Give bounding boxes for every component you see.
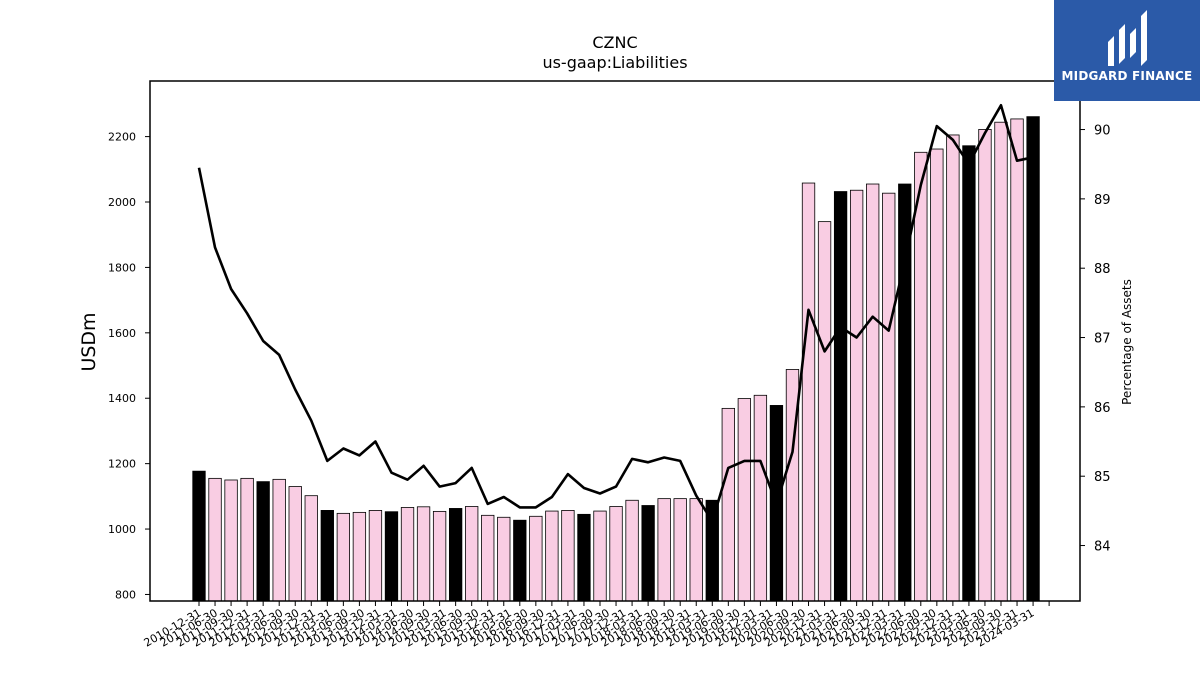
bar — [336, 512, 351, 602]
bar — [914, 151, 928, 602]
bar — [481, 514, 495, 602]
bar — [272, 478, 286, 602]
y-tick-label: 1400 — [108, 392, 136, 405]
midgard-logo-icon — [1108, 10, 1147, 66]
bar — [817, 221, 832, 602]
bar — [849, 189, 864, 602]
watermark-brand: MIDGARD FINANCE — [1061, 69, 1193, 83]
bar — [753, 394, 768, 602]
bar — [673, 498, 687, 602]
bar — [833, 191, 848, 602]
y2-tick-label: 90 — [1094, 124, 1111, 139]
series-line — [197, 104, 1034, 523]
bar — [946, 134, 960, 602]
bar — [416, 506, 431, 602]
bar — [801, 182, 816, 602]
y-tick-label: 2200 — [108, 131, 136, 144]
y-tick-label: 1800 — [108, 261, 136, 274]
bar — [465, 506, 479, 602]
y2-tick-label: 88 — [1094, 262, 1111, 277]
bar — [513, 519, 527, 602]
bar — [400, 507, 415, 602]
bar — [737, 398, 752, 602]
watermark-logo: MIDGARD FINANCE — [1054, 0, 1200, 101]
bar — [448, 508, 463, 602]
bar — [882, 192, 896, 602]
y-tick-label: 2000 — [108, 196, 136, 209]
bar — [352, 511, 367, 602]
chart-subtitle: us-gaap:Liabilities — [542, 53, 687, 72]
bar — [384, 511, 399, 602]
bar — [721, 407, 735, 602]
y-axis-label: USDm — [78, 312, 100, 371]
chart-title: CZNC — [592, 33, 637, 52]
bar — [192, 470, 206, 602]
bar — [866, 183, 880, 602]
bar — [224, 479, 238, 602]
x-axis-ticks: 2010-12-312011-06-302011-09-302011-12-31… — [142, 601, 1050, 650]
bar — [497, 516, 511, 602]
bar — [930, 148, 944, 602]
line-series — [197, 104, 1034, 523]
bar — [304, 495, 318, 602]
bar — [978, 129, 992, 602]
bar — [641, 505, 655, 602]
bar — [288, 486, 302, 602]
bar — [609, 506, 623, 602]
bar — [561, 510, 575, 602]
bar — [320, 510, 334, 602]
y-tick-label: 1600 — [108, 327, 136, 340]
bar-series — [192, 116, 1040, 602]
bar — [689, 498, 703, 602]
bar — [1026, 116, 1040, 602]
bar — [432, 510, 447, 602]
bar — [1010, 118, 1024, 602]
plot-frame — [149, 80, 1081, 602]
bar — [529, 515, 543, 602]
bar — [994, 121, 1008, 602]
y-tick-label: 1200 — [108, 458, 136, 471]
y-tick-label: 800 — [115, 588, 136, 601]
bar — [657, 498, 671, 602]
y2-tick-label: 84 — [1094, 540, 1111, 555]
bar — [208, 477, 222, 602]
bar — [256, 481, 270, 602]
y2-tick-label: 89 — [1094, 193, 1111, 208]
y-tick-label: 1000 — [108, 523, 136, 536]
bar — [593, 510, 607, 602]
bar — [962, 145, 976, 602]
bar — [240, 477, 254, 602]
y2-axis-ticks: 84 85 86 87 88 89 90 — [1080, 124, 1111, 555]
y2-tick-label: 85 — [1094, 470, 1111, 485]
y2-axis-label: Percentage of Assets — [1120, 279, 1134, 405]
bar — [625, 499, 639, 602]
bar — [368, 510, 383, 602]
y2-tick-label: 87 — [1094, 332, 1111, 347]
bar — [545, 510, 559, 602]
y-axis-ticks: 800 1000 1200 1400 1600 1800 2000 2200 — [108, 131, 150, 601]
y2-tick-label: 86 — [1094, 401, 1111, 416]
bar — [577, 513, 591, 602]
